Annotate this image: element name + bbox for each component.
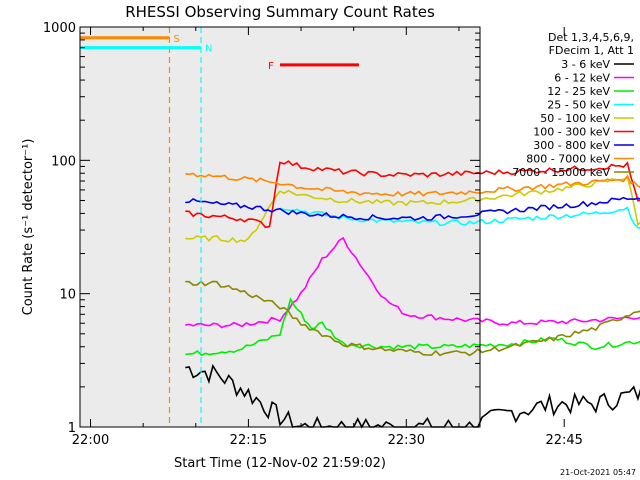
legend-header-1: Det 1,3,4,5,6,9, [548,31,634,44]
series-layer [185,160,640,429]
legend-label-1: 3 - 6 keV [561,58,610,71]
legend-label-7: 300 - 800 keV [533,139,610,152]
flag-layer: S N F [80,34,359,72]
series-line-5 [185,176,640,244]
y-tick-label-1: 10 [59,288,76,303]
x-tick-label-3: 22:45 [545,433,582,448]
footer-timestamp: 21-Oct-2021 05:47 [560,468,636,477]
legend-label-5: 50 - 100 keV [540,112,610,125]
y-axis-label: Count Rate (s⁻¹ detector⁻¹) [21,139,36,316]
marker-layer [168,27,202,427]
legend-label-9: 7000 - 15000 keV [512,166,610,179]
y-tick-label-2: 100 [51,154,76,169]
chart-title: RHESSI Observing Summary Count Rates [125,3,435,21]
series-line-8 [185,172,640,197]
y-tick-label-0: 1 [68,421,76,436]
series-line-1 [185,363,640,429]
axes-layer: 22:0022:1522:3022:4523:0023:1523:3011010… [43,21,583,448]
x-tick-label-1: 22:15 [230,433,267,448]
plot-frame [79,26,481,428]
flag-label-1: S [173,34,179,45]
plot-background [80,27,480,427]
legend-label-6: 100 - 300 keV [533,126,610,139]
y-tick-label-3: 1000 [43,21,76,36]
legend-header-2: FDecim 1, Att 1 [549,44,634,57]
x-tick-label-0: 22:00 [72,433,109,448]
series-line-2 [185,236,640,329]
series-line-7 [185,196,640,221]
legend-label-4: 25 - 50 keV [547,99,610,112]
flag-label-2: N [205,44,212,55]
legend-label-3: 12 - 25 keV [547,85,610,98]
x-axis-label: Start Time (12-Nov-02 21:59:02) [174,456,386,471]
legend-label-2: 6 - 12 keV [554,72,610,85]
x-tick-label-2: 22:30 [388,433,425,448]
plot-area [80,27,480,427]
flag-label-3: F [268,61,274,72]
series-line-9 [185,280,640,357]
legend-label-8: 800 - 7000 keV [526,153,610,166]
series-line-6 [185,160,640,229]
